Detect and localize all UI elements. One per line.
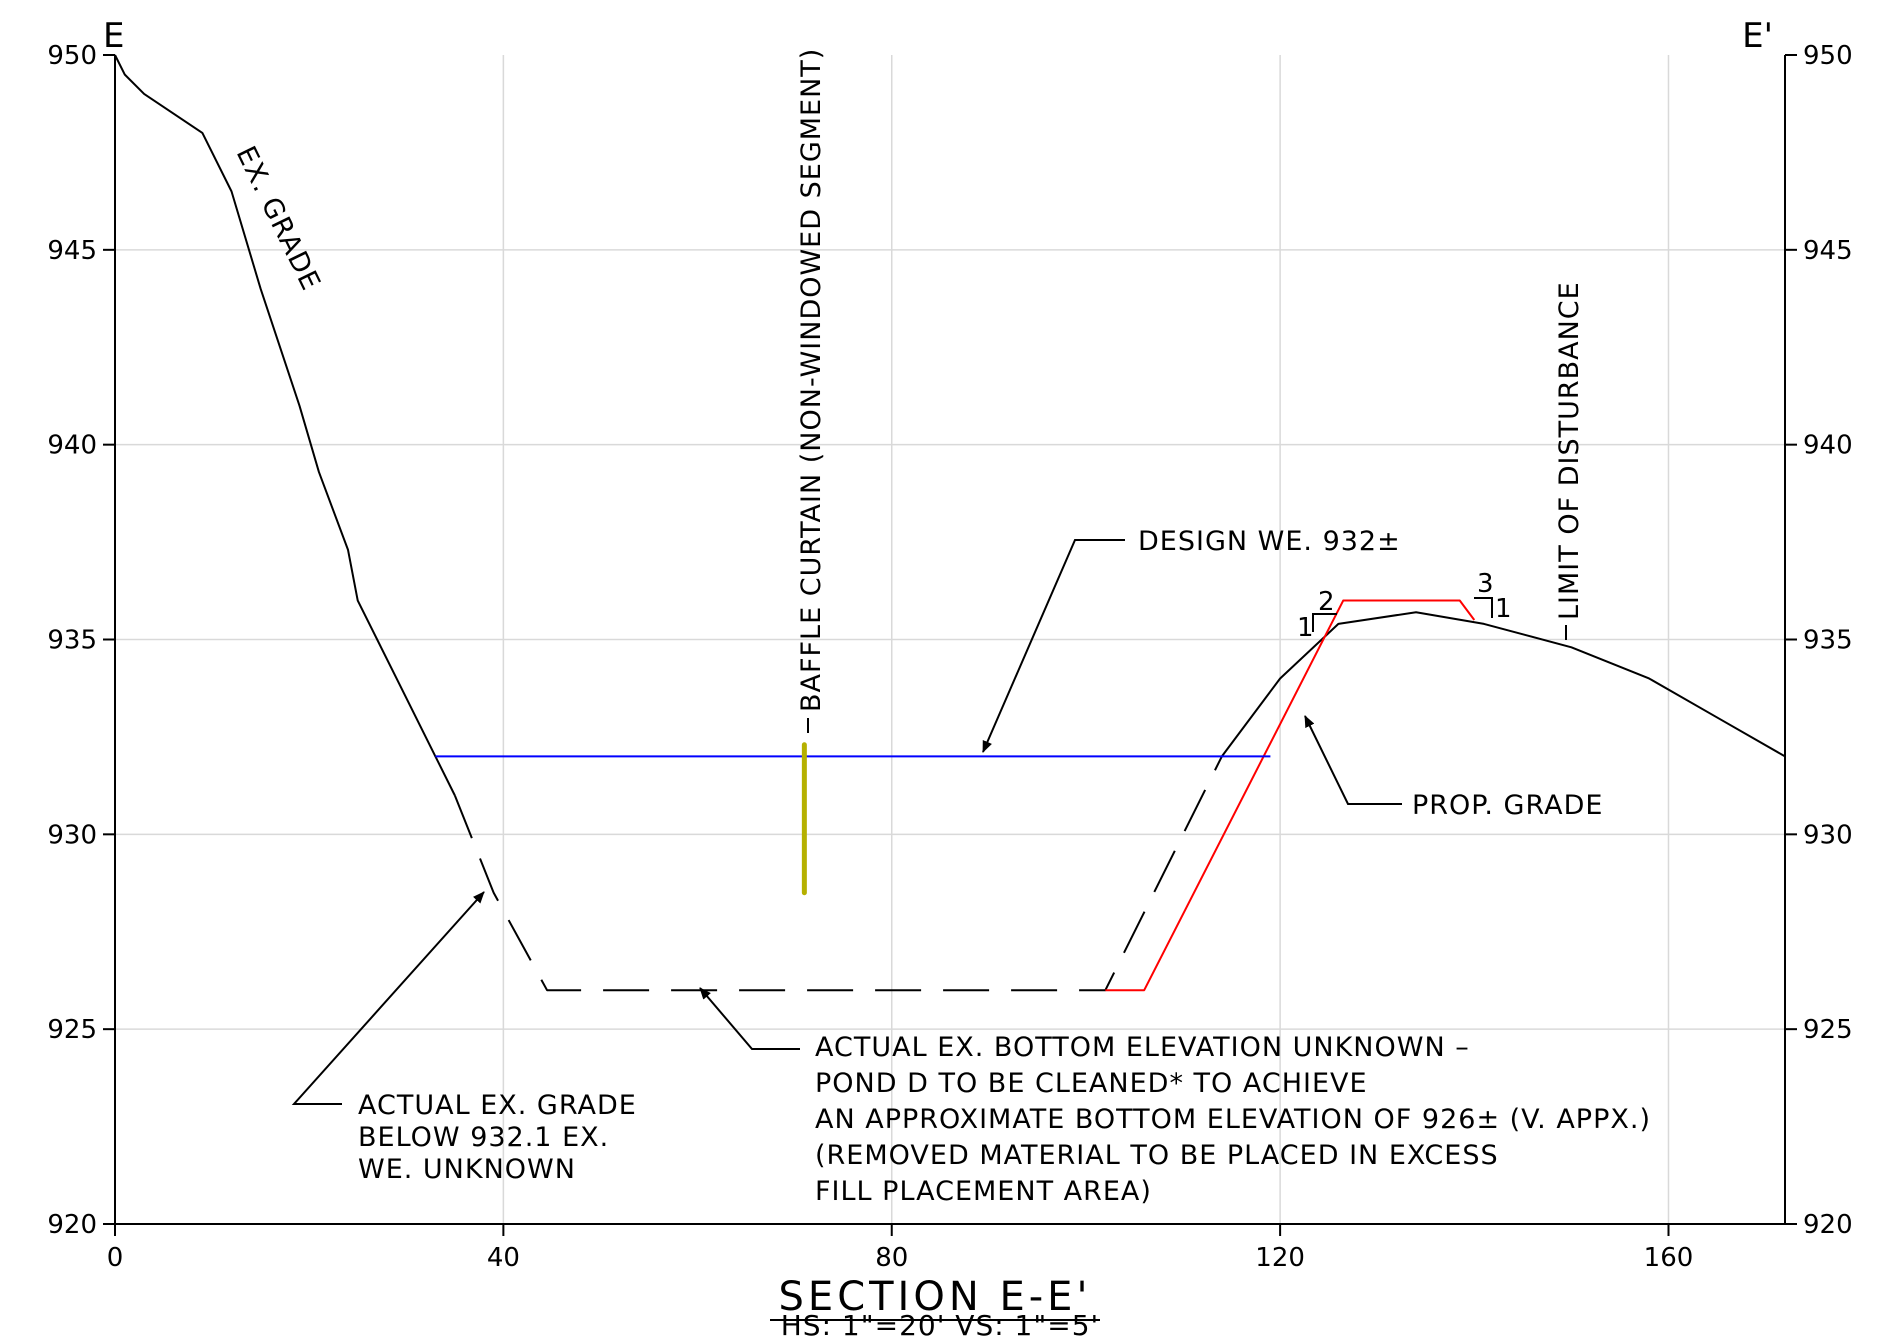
prop-grade-label: PROP. GRADE (1412, 790, 1603, 821)
actual-bottom-line: FILL PLACEMENT AREA) (815, 1176, 1152, 1207)
y-tick-label-left: 925 (47, 1015, 97, 1045)
x-tick-label: 160 (1644, 1243, 1694, 1273)
section-end-label: E' (1742, 16, 1773, 56)
y-tick-label-left: 945 (47, 236, 97, 266)
ex-grade-label: EX. GRADE (230, 141, 327, 295)
x-tick-label: 40 (487, 1243, 520, 1273)
slope-left-horizontal: 2 (1318, 587, 1335, 617)
actual-bottom-line: ACTUAL EX. BOTTOM ELEVATION UNKNOWN – (815, 1032, 1470, 1063)
y-tick-label-right: 945 (1803, 236, 1853, 266)
x-tick-label: 0 (107, 1243, 124, 1273)
y-tick-label-left: 940 (47, 431, 97, 461)
y-tick-label-right: 950 (1803, 41, 1853, 71)
y-tick-label-right: 925 (1803, 1015, 1853, 1045)
y-tick-label-left: 950 (47, 41, 97, 71)
proposed-grade-line (1105, 599, 1476, 992)
section-subtitle: HS: 1"=20' VS: 1"=5' (781, 1309, 1099, 1337)
x-tick-label: 80 (875, 1243, 908, 1273)
actual-bottom-line: AN APPROXIMATE BOTTOM ELEVATION OF 926± … (815, 1104, 1651, 1135)
y-tick-label-left: 935 (47, 626, 97, 656)
existing-grade-dashed-line (453, 755, 1223, 992)
y-tick-label-left: 920 (47, 1210, 97, 1240)
limit-of-disturbance-label: LIMIT OF DISTURBANCE (1554, 281, 1585, 620)
section-title: SECTION E-E' (779, 1274, 1092, 1320)
design-we-leader (982, 539, 1125, 753)
slope-symbol-left (1312, 613, 1337, 632)
actual-grade-line: ACTUAL EX. GRADE (358, 1090, 637, 1121)
prop-grade-leader (1304, 715, 1402, 805)
actual-bottom-line: POND D TO BE CLEANED* TO ACHIEVE (815, 1068, 1368, 1099)
slope-right-vertical: 1 (1495, 594, 1512, 624)
slope-left-vertical: 1 (1297, 613, 1314, 643)
section-start-label: E (103, 16, 124, 56)
y-tick-label-right: 940 (1803, 431, 1853, 461)
y-tick-label-left: 930 (47, 820, 97, 850)
x-tick-label: 120 (1255, 1243, 1305, 1273)
actual-grade-leader (291, 891, 485, 1105)
y-tick-label-right: 920 (1803, 1210, 1853, 1240)
design-we-label: DESIGN WE. 932± (1138, 526, 1401, 557)
y-tick-label-right: 930 (1803, 820, 1853, 850)
actual-bottom-line: (REMOVED MATERIAL TO BE PLACED IN EXCESS (815, 1140, 1499, 1171)
slope-right-horizontal: 3 (1477, 569, 1494, 599)
y-tick-label-right: 935 (1803, 626, 1853, 656)
existing-grade-right-line (1221, 611, 1786, 758)
existing-grade-line (114, 54, 456, 796)
slope-symbol-right (1474, 597, 1493, 618)
actual-grade-line: BELOW 932.1 EX. (358, 1122, 609, 1153)
baffle-curtain-label: BAFFLE CURTAIN (NON-WINDOWED SEGMENT) (796, 48, 827, 712)
actual-bottom-leader (699, 987, 800, 1050)
actual-grade-line: WE. UNKNOWN (358, 1154, 576, 1185)
